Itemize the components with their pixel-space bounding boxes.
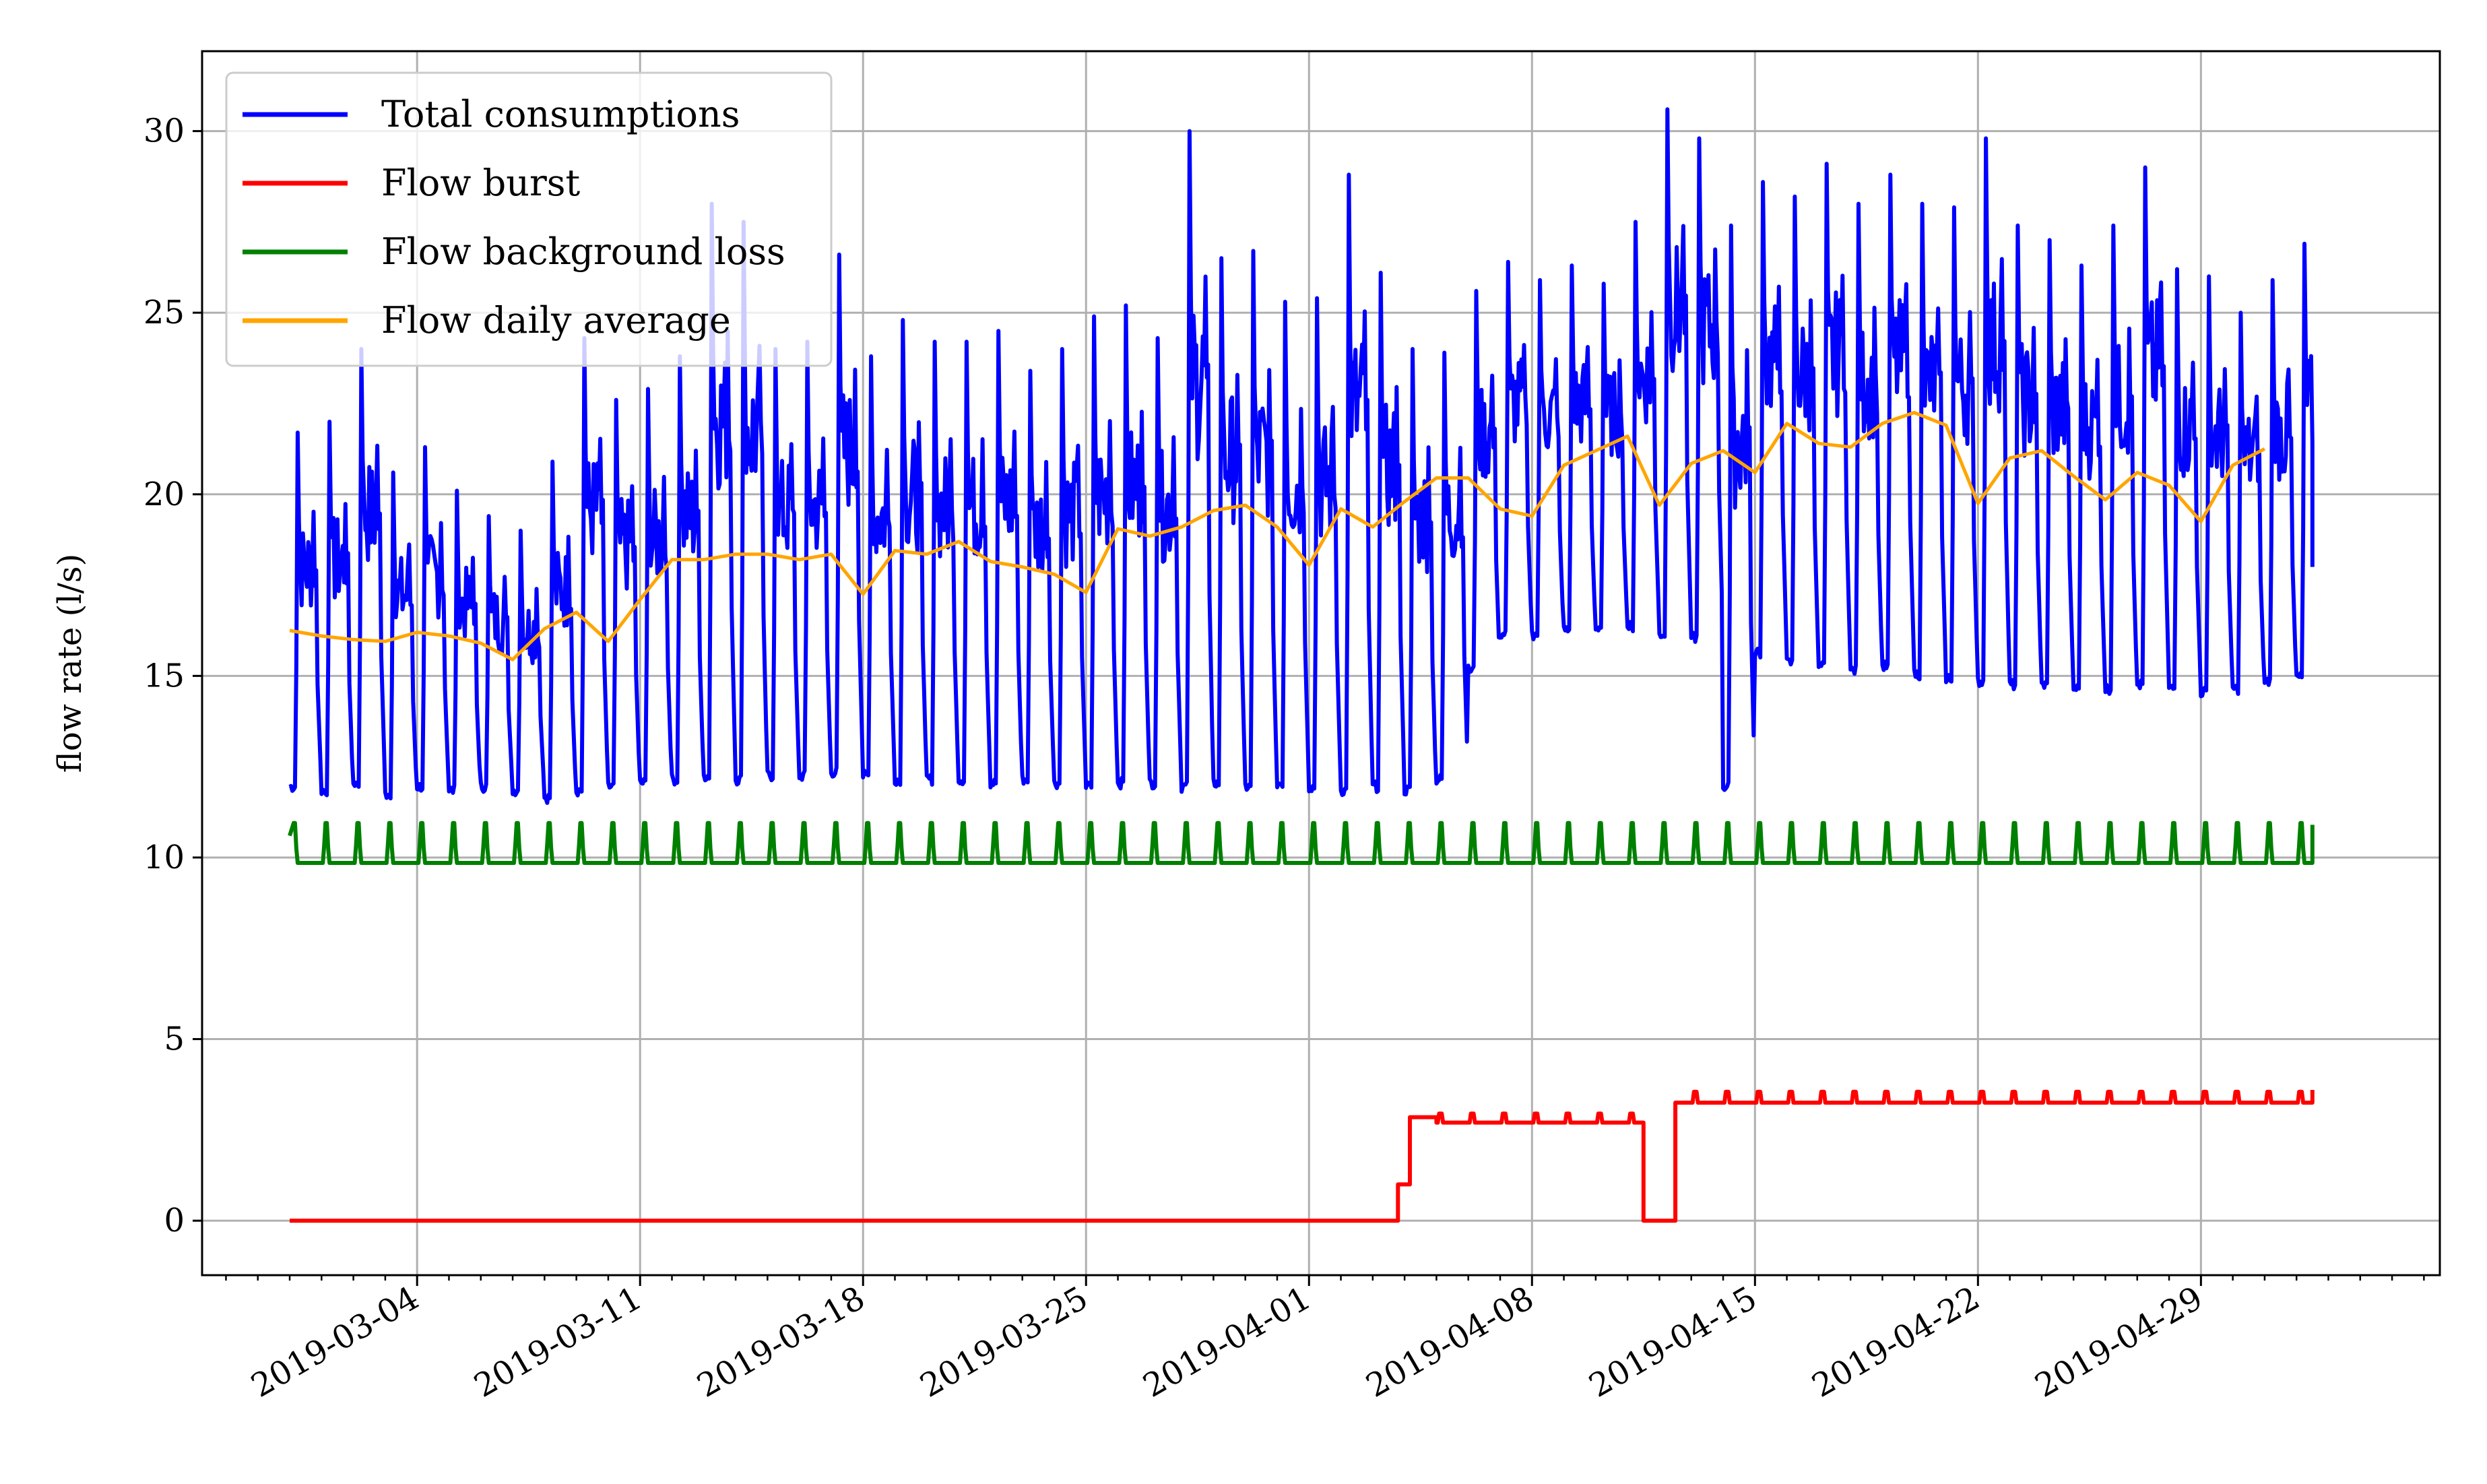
series-daily-average-line	[289, 411, 2266, 662]
y-tick-label: 10	[143, 839, 185, 876]
y-tick-label: 5	[164, 1021, 185, 1058]
legend-label: Flow daily average	[381, 299, 731, 342]
series-total-consumptions-line	[288, 107, 2315, 805]
legend-label: Flow background loss	[381, 230, 785, 273]
series-flow-burst-line	[290, 1089, 2315, 1223]
axes-frame	[201, 50, 2441, 1277]
series-background-loss-line	[288, 820, 2315, 865]
y-tick-label: 25	[143, 294, 185, 331]
legend-label: Flow burst	[381, 162, 581, 204]
plot-area	[288, 107, 2315, 1223]
legend-label: Total consumptions	[381, 93, 740, 135]
y-tick-label: 30	[143, 112, 185, 150]
y-tick-label: 0	[164, 1202, 185, 1239]
legend-box	[225, 71, 833, 367]
y-axis-label: flow rate (l/s)	[51, 554, 89, 773]
legend: Total consumptions Flow burst Flow backgro…	[225, 71, 833, 367]
y-tick-label: 15	[143, 657, 185, 695]
y-tick-label: 20	[143, 476, 185, 513]
